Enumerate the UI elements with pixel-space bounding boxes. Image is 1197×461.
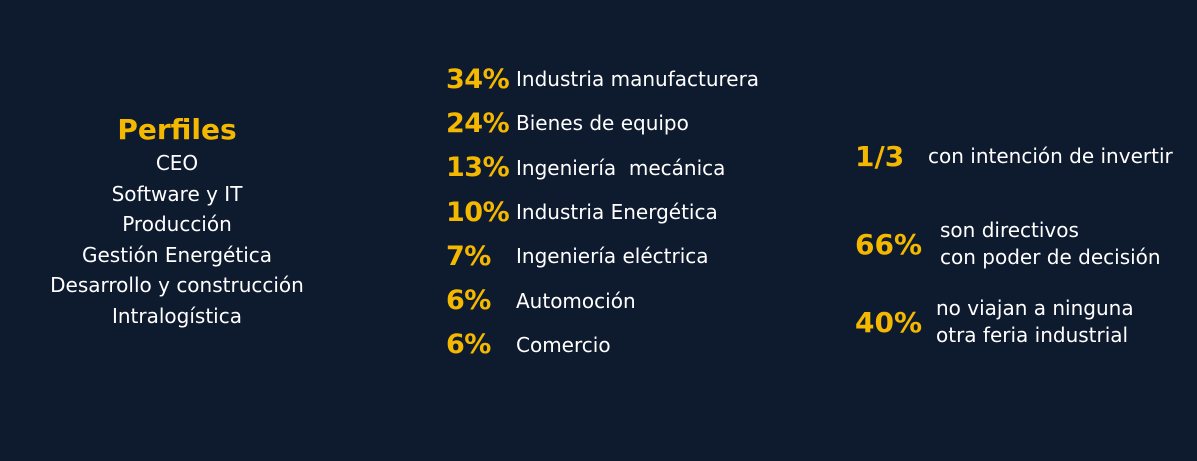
stat-value: 66% [855,227,923,261]
profiles-title: Perfiles [117,113,237,146]
sector-label: Bienes de equipo [516,111,689,136]
stat-value: 1/3 [855,139,905,173]
profile-item-desarrollo-construccion: Desarrollo y construcción [50,273,304,297]
sector-label: Industria Energética [516,200,718,225]
sector-row: 13% Ingeniería mecánica [446,146,759,190]
stat-text: son directivos con poder de decisión [940,217,1161,271]
stat-text-line: otra feria industrial [936,323,1129,347]
stat-text: con intención de invertir [928,143,1173,170]
sector-list: 34% Industria manufacturera 24% Bienes d… [446,57,759,367]
sector-percent: 10% [446,196,510,228]
profiles-list: CEO Software y IT Producción Gestión Ene… [17,148,337,331]
sector-label: Automoción [516,288,636,313]
sector-label: Comercio [516,332,611,357]
sector-row: 6% Automoción [446,278,759,322]
sector-percent: 7% [446,240,491,272]
profile-item-ceo: CEO [155,151,199,175]
profile-item-software-it: Software y IT [111,181,243,206]
sector-label: Ingeniería mecánica [516,155,726,180]
sector-row: 10% Industria Energética [446,190,759,234]
sector-row: 7% Ingeniería eléctrica [446,234,759,278]
sector-percent: 6% [446,329,491,361]
stat-text-line: son directivos [940,218,1079,242]
sector-percent: 34% [446,63,510,95]
stat-text-line: no viajan a ninguna [936,296,1134,320]
sector-percent: 24% [446,107,510,139]
stat-other-fairs: 40% no viajan a ninguna otra feria indus… [855,294,1134,350]
sector-label: Ingeniería eléctrica [516,244,709,269]
profiles-block: Perfiles CEO Software y IT Producción Ge… [17,112,337,331]
stat-text-line: con poder de decisión [940,245,1161,269]
stat-decision-makers: 66% son directivos con poder de decisión [855,216,1161,272]
stat-investment-intent: 1/3 con intención de invertir [855,136,1173,176]
sector-label: Industria manufacturera [516,67,760,92]
sector-row: 34% Industria manufacturera [446,57,759,101]
sector-row: 6% Comercio [446,323,759,367]
sector-percent: 13% [446,152,510,184]
sector-percent: 6% [446,285,491,317]
stat-value: 40% [855,305,923,339]
profile-item-produccion: Producción [122,212,232,236]
sector-row: 24% Bienes de equipo [446,101,759,145]
profile-item-intralogistica: Intralogística [111,303,242,328]
stat-text-line: con intención de invertir [928,143,1173,168]
stat-text: no viajan a ninguna otra feria industria… [936,295,1134,349]
profile-item-gestion-energetica: Gestión Energética [81,242,273,267]
